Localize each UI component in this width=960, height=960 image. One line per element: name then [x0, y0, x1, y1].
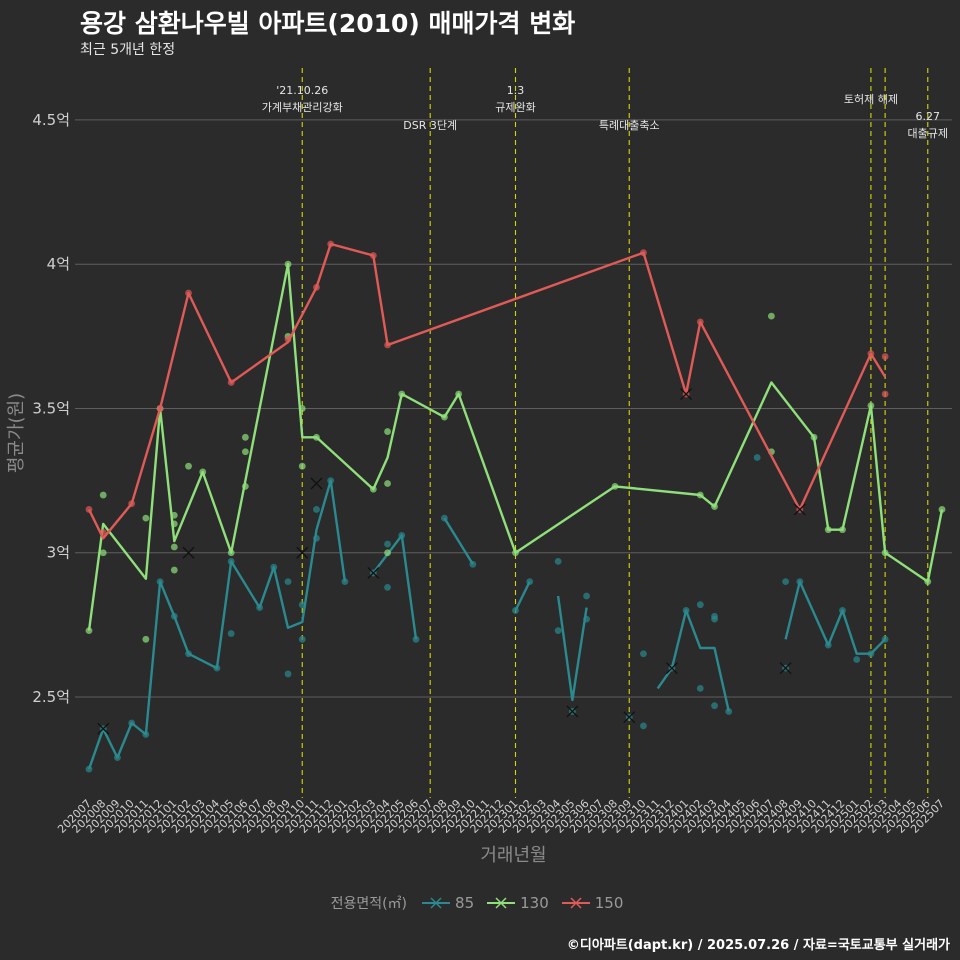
y-tick-label: 4.5억: [32, 111, 70, 129]
event-annotation: 특례대출축소: [599, 119, 660, 132]
data-point-130: [170, 543, 178, 551]
event-annotation: 토허제 해제: [844, 92, 898, 106]
data-point-130: [142, 514, 150, 522]
data-point-85: [711, 702, 718, 710]
legend-item-150: 150: [561, 894, 624, 912]
series-line-85: [443, 517, 474, 565]
data-point-130: [298, 462, 306, 470]
event-annotation: 대출규제: [908, 127, 948, 140]
data-point-85: [384, 540, 391, 548]
legend-title: 전용면적(㎡): [330, 896, 408, 912]
y-tick-label: 2.5억: [32, 688, 70, 706]
data-point-85: [696, 684, 704, 692]
y-tick-label: 3.5억: [32, 399, 70, 417]
event-annotation: '21.10.26: [276, 84, 328, 97]
data-point-130: [938, 506, 946, 513]
cross-marker-85: [779, 662, 792, 675]
data-point-130: [99, 491, 107, 499]
data-point-85: [853, 656, 861, 663]
series-line-85: [656, 609, 730, 712]
data-point-85: [782, 578, 790, 585]
data-point-130: [241, 433, 249, 441]
data-point-85: [640, 722, 647, 730]
legend-label-130: 130: [520, 894, 549, 912]
series-line-85: [87, 479, 347, 770]
series-line-85: [784, 580, 886, 655]
series-line-85: [514, 581, 531, 612]
cross-marker-150: [793, 503, 806, 516]
data-point-130: [384, 549, 391, 557]
data-point-150: [881, 353, 889, 360]
cross-marker-85: [665, 662, 678, 675]
legend-swatch-150: [561, 897, 590, 909]
series-line-150: [87, 242, 887, 540]
data-point-85: [284, 670, 292, 678]
chart-subtitle: 최근 5개년 한정: [80, 42, 176, 58]
chart-title: 용강 삼환나우빌 아파트(2010) 매매가격 변화: [80, 9, 576, 38]
event-annotation: 가계부채관리강화: [262, 101, 343, 114]
data-point-85: [554, 557, 562, 565]
data-point-130: [185, 462, 192, 470]
event-annotation: 6.27: [916, 110, 941, 123]
legend-label-150: 150: [594, 894, 624, 912]
event-annotation: DSR 3단계: [403, 119, 457, 132]
data-point-85: [227, 630, 235, 637]
data-point-85: [554, 627, 562, 635]
data-point-130: [384, 428, 391, 435]
data-point-85: [412, 635, 420, 643]
legend-item-130: 130: [486, 894, 549, 912]
x-axis-label: 거래년월: [480, 845, 546, 866]
data-point-150: [881, 390, 889, 398]
cross-marker-85: [623, 711, 636, 724]
data-point-85: [313, 506, 320, 513]
legend-swatch-130: [487, 897, 516, 909]
cross-marker-130: [182, 546, 195, 559]
cross-marker-130: [296, 546, 309, 559]
cross-marker-150: [680, 388, 693, 401]
y-axis-label: 평균가(원): [6, 393, 27, 473]
event-annotation: 1.3: [507, 84, 525, 97]
y-tick-label: 3억: [47, 544, 70, 562]
data-point-85: [725, 708, 733, 715]
cross-marker-85: [97, 722, 110, 735]
legend-item-85: 85: [421, 894, 474, 912]
data-point-85: [298, 635, 306, 643]
series-line-130: [87, 263, 944, 631]
data-point-85: [753, 454, 761, 461]
data-point-130: [142, 635, 150, 643]
cross-marker-85: [566, 705, 579, 718]
data-point-130: [85, 627, 93, 635]
data-point-130: [384, 480, 391, 487]
y-tick-label: 4억: [47, 255, 70, 273]
data-point-130: [170, 566, 178, 574]
data-point-130: [768, 312, 775, 320]
series-line-85: [372, 534, 418, 640]
cross-marker-85: [310, 477, 323, 490]
chart-legend: 전용면적(㎡) 85 130 150: [0, 893, 960, 913]
legend-label-85: 85: [455, 894, 475, 912]
event-annotation: 규제완화: [495, 101, 535, 114]
data-point-85: [696, 601, 704, 609]
data-point-130: [241, 448, 249, 456]
chart-plot: 2.5억3억3.5억4억4.5억202007202008202009202010…: [6, 68, 952, 866]
data-point-130: [99, 549, 107, 557]
series-line-85: [556, 595, 588, 702]
data-point-85: [640, 650, 647, 658]
data-point-85: [284, 578, 292, 585]
cross-marker-85: [367, 566, 380, 579]
legend-swatch-85: [422, 897, 451, 909]
data-point-85: [583, 592, 590, 600]
data-point-85: [384, 583, 391, 591]
chart-caption: ©디아파트(dapt.kr) / 2025.07.26 / 자료=국토교통부 실…: [566, 938, 950, 953]
data-point-85: [711, 612, 718, 620]
